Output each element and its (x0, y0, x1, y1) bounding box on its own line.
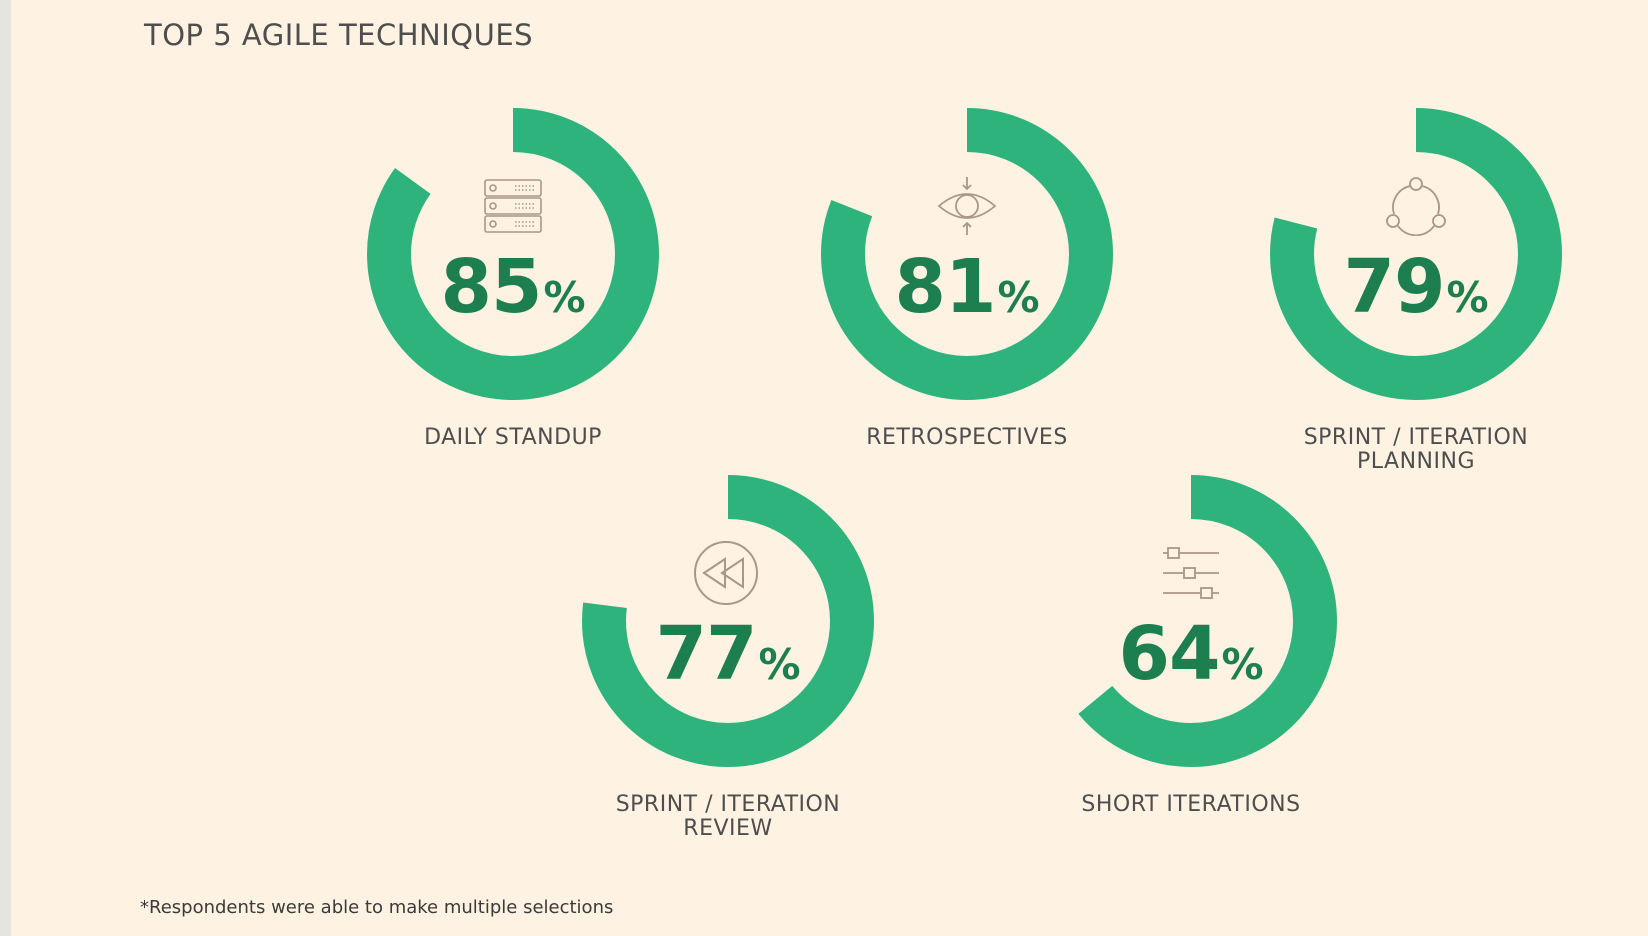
chart-item-short-iterations: 64% SHORT ITERATIONS (1041, 475, 1341, 855)
donut-ring (582, 475, 874, 767)
value-unit: % (758, 640, 801, 689)
donut-ring (367, 108, 659, 400)
donut-arc (821, 108, 1113, 400)
value-unit: % (543, 273, 586, 322)
sliders-icon (1161, 543, 1221, 603)
percent-value: 64% (1041, 617, 1341, 691)
donut-arc (1045, 475, 1337, 767)
value-number: 85 (440, 244, 542, 330)
value-unit: % (1221, 640, 1264, 689)
donut-arc (582, 475, 874, 767)
eye-focus-icon (937, 176, 997, 236)
percent-value: 77% (578, 617, 878, 691)
page-title: TOP 5 AGILE TECHNIQUES (144, 18, 534, 52)
technique-label: SHORT ITERATIONS (1081, 792, 1301, 817)
technique-label: DAILY STANDUP (424, 425, 602, 450)
chart-item-sprint-review: 77% SPRINT / ITERATION REVIEW (578, 475, 878, 855)
donut-arc (1270, 108, 1562, 400)
technique-label: RETROSPECTIVES (866, 425, 1068, 450)
technique-label: SPRINT / ITERATION PLANNING (1303, 425, 1529, 474)
value-unit: % (997, 273, 1040, 322)
technique-label: SPRINT / ITERATION REVIEW (615, 792, 841, 841)
value-number: 81 (894, 244, 996, 330)
infographic-panel: TOP 5 AGILE TECHNIQUES 85% DAILY STA (11, 0, 1648, 936)
donut-arc (367, 108, 659, 400)
donut-ring (1045, 475, 1337, 767)
donut-ring (1270, 108, 1562, 400)
chart-item-sprint-planning: 79% SPRINT / ITERATION PLANNING (1266, 108, 1566, 488)
donut-ring (821, 108, 1113, 400)
percent-value: 81% (817, 250, 1117, 324)
rewind-icon (692, 539, 760, 607)
footnote: *Respondents were able to make multiple … (140, 897, 614, 918)
value-number: 64 (1118, 611, 1220, 697)
percent-value: 85% (363, 250, 663, 324)
chart-item-retrospectives: 81% RETROSPECTIVES (817, 108, 1117, 488)
value-unit: % (1446, 273, 1489, 322)
percent-value: 79% (1266, 250, 1566, 324)
chart-item-daily-standup: 85% DAILY STANDUP (363, 108, 663, 488)
value-number: 79 (1343, 244, 1445, 330)
server-stack-icon (483, 176, 543, 236)
cycle-nodes-icon (1386, 176, 1446, 237)
value-number: 77 (655, 611, 757, 697)
